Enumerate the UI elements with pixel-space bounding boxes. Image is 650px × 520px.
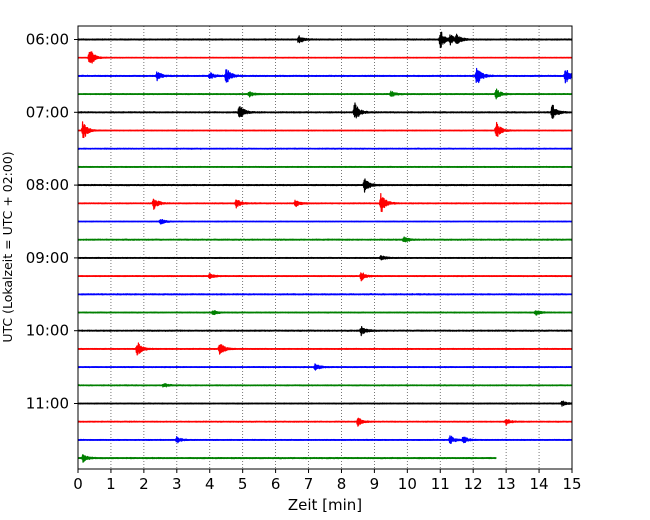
trace-10:15 bbox=[77, 342, 573, 356]
plot-frame bbox=[77, 25, 573, 470]
x-tick-label: 7 bbox=[304, 475, 314, 493]
trace-07:30 bbox=[77, 147, 573, 150]
trace-10:00 bbox=[77, 325, 573, 337]
trace-09:00 bbox=[77, 255, 573, 261]
trace-07:45 bbox=[77, 165, 573, 169]
y-tick-label: 08:00 bbox=[26, 176, 69, 194]
trace-08:45 bbox=[77, 236, 573, 243]
x-tick-label: 2 bbox=[139, 475, 149, 493]
x-tick-label: 8 bbox=[337, 475, 347, 493]
trace-10:45 bbox=[77, 382, 573, 388]
x-tick-label: 13 bbox=[497, 475, 516, 493]
trace-11:45 bbox=[77, 454, 497, 463]
vertical-grid bbox=[110, 26, 540, 469]
x-tick-label: 9 bbox=[370, 475, 380, 493]
trace-07:15 bbox=[77, 121, 573, 139]
x-tick-label: 3 bbox=[172, 475, 182, 493]
x-axis-label: Zeit [min] bbox=[288, 496, 362, 514]
x-axis-ticks: 0 1 2 3 4 5 6 7 8 9 10 11 12 13 14 15 bbox=[73, 469, 582, 493]
x-tick-label: 4 bbox=[205, 475, 215, 493]
trace-09:15 bbox=[77, 272, 573, 282]
x-tick-label: 10 bbox=[398, 475, 417, 493]
x-tick-label: 6 bbox=[271, 475, 281, 493]
y-tick-label: 10:00 bbox=[26, 322, 69, 340]
y-tick-label: 07:00 bbox=[26, 103, 69, 121]
x-tick-label: 0 bbox=[73, 475, 83, 493]
trace-11:30 bbox=[77, 435, 573, 444]
x-tick-label: 12 bbox=[464, 475, 483, 493]
trace-06:15 bbox=[77, 51, 573, 64]
x-tick-label: 11 bbox=[431, 475, 450, 493]
y-tick-label: 09:00 bbox=[26, 249, 69, 267]
trace-11:15 bbox=[77, 417, 573, 427]
trace-09:45 bbox=[77, 310, 573, 316]
trace-06:45 bbox=[77, 88, 573, 100]
x-tick-label: 5 bbox=[238, 475, 248, 493]
trace-08:30 bbox=[77, 219, 573, 225]
trace-08:00 bbox=[77, 178, 573, 193]
seismogram-traces bbox=[77, 31, 573, 463]
trace-10:30 bbox=[77, 363, 573, 371]
y-tick-label: 11:00 bbox=[26, 395, 69, 413]
trace-09:30 bbox=[77, 293, 573, 296]
trace-07:00 bbox=[77, 102, 573, 119]
y-axis-label: UTC (Lokalzeit = UTC + 02:00) bbox=[0, 151, 15, 342]
trace-11:00 bbox=[77, 400, 573, 407]
y-tick-label: 06:00 bbox=[26, 31, 69, 49]
x-tick-label: 1 bbox=[106, 475, 116, 493]
trace-08:15 bbox=[77, 192, 573, 213]
trace-06:00 bbox=[77, 31, 573, 49]
x-tick-label: 15 bbox=[562, 475, 581, 493]
y-axis-ticks: 06:00 07:00 08:00 09:00 10:00 11:00 bbox=[26, 31, 78, 413]
trace-06:30 bbox=[77, 67, 573, 84]
x-tick-label: 14 bbox=[530, 475, 549, 493]
